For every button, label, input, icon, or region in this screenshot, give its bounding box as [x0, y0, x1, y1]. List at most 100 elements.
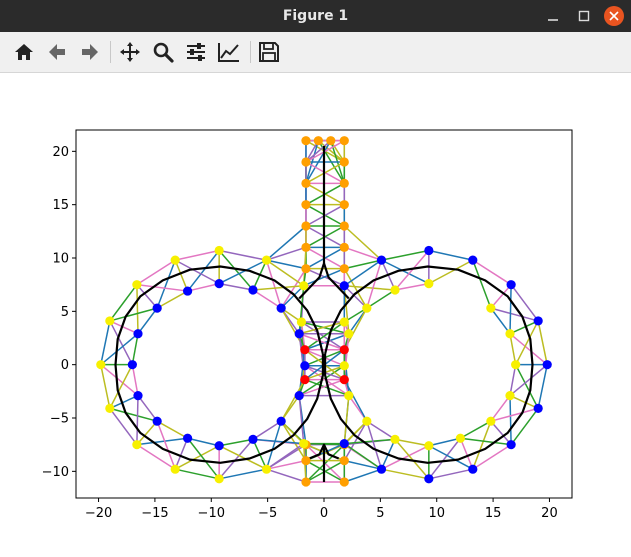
edge-line	[343, 259, 382, 287]
edge-line	[219, 282, 254, 291]
zoom-button[interactable]	[149, 38, 177, 66]
y-tick-label: −10	[42, 465, 69, 480]
node-yellow	[132, 280, 142, 290]
node-yellow	[132, 440, 142, 450]
node-blue	[300, 361, 310, 371]
edge-line	[219, 438, 254, 447]
edge-line	[305, 460, 345, 483]
edge-line	[100, 320, 111, 365]
back-button[interactable]	[43, 38, 71, 66]
node-yellow	[344, 391, 354, 401]
node-yellow	[214, 474, 224, 484]
edge-line	[187, 437, 220, 447]
edge-line	[109, 407, 138, 446]
line-chart-icon	[218, 43, 239, 62]
edge-line	[381, 468, 429, 480]
edge-line	[510, 284, 539, 322]
node-blue	[127, 360, 137, 370]
node-orange	[339, 264, 349, 274]
edge-line	[136, 284, 158, 309]
move-icon	[120, 42, 140, 62]
edge-line	[344, 468, 382, 483]
figure-canvas[interactable]: −20 −15 −10 −5 0 5 10 15 20 −10 −5 0 5 10 15 20	[0, 73, 631, 553]
node-orange	[313, 136, 323, 146]
edge-line	[366, 420, 383, 470]
edge-line	[490, 407, 539, 422]
edge-line	[509, 394, 539, 410]
edit-axis-button[interactable]	[215, 38, 243, 66]
configure-subplots-button[interactable]	[182, 38, 210, 66]
plot-svg: −20 −15 −10 −5 0 5 10 15 20 −10 −5 0 5 10 15 20	[42, 129, 573, 521]
edge-line	[156, 420, 176, 470]
edge-line	[428, 437, 461, 447]
edge-line	[509, 395, 512, 445]
node-red	[300, 375, 310, 385]
edge-line	[460, 420, 492, 439]
node-orange	[301, 157, 311, 167]
edge-line	[266, 442, 305, 470]
edge-line	[219, 468, 267, 480]
edge-line	[280, 379, 306, 422]
node-yellow	[170, 255, 180, 265]
edge-line	[131, 333, 139, 365]
edge-line	[280, 420, 305, 445]
black-path-stem-bottom	[308, 443, 326, 482]
edge-line	[265, 259, 282, 309]
black-path-left-loop	[114, 265, 324, 464]
edge-line	[304, 321, 345, 351]
edge-line	[394, 438, 429, 447]
edge-line	[514, 364, 539, 409]
edge-line	[100, 364, 111, 409]
edge-line	[187, 282, 220, 292]
edge-line	[266, 468, 307, 483]
edge-line	[344, 246, 382, 261]
node-yellow	[261, 255, 272, 265]
edge-line	[509, 333, 548, 366]
x-tick-label: 5	[376, 506, 384, 521]
edge-line	[175, 468, 220, 480]
edge-line	[343, 442, 382, 470]
node-yellow	[505, 391, 515, 401]
edge-line	[109, 320, 134, 366]
minimize-button[interactable]	[541, 4, 565, 28]
y-tick-label: 15	[52, 198, 69, 213]
y-tick-label: 5	[61, 305, 69, 320]
close-button[interactable]	[604, 6, 624, 26]
node-blue	[214, 441, 224, 451]
edge-line	[136, 437, 188, 446]
node-blue	[339, 439, 349, 449]
edge-line	[156, 290, 188, 309]
save-button[interactable]	[255, 38, 283, 66]
edge-line	[305, 161, 345, 184]
edge-line	[298, 333, 345, 351]
maximize-button[interactable]	[572, 4, 596, 28]
edge-line	[472, 259, 512, 286]
edge-line	[266, 246, 307, 261]
home-button[interactable]	[10, 38, 38, 66]
forward-button[interactable]	[76, 38, 104, 66]
minimize-icon	[548, 19, 558, 21]
node-orange	[339, 456, 349, 466]
edge-line	[509, 364, 548, 397]
x-tick-label: −15	[141, 506, 168, 521]
edge-line	[187, 437, 220, 480]
x-tick-label: −5	[258, 506, 277, 521]
edge-line	[428, 249, 473, 261]
edge-line	[109, 394, 139, 410]
edge-line	[156, 259, 176, 309]
ticks: −20 −15 −10 −5 0 5 10 15 20 −10 −5 0 5 10 15 20	[42, 145, 558, 521]
node-yellow	[390, 285, 400, 295]
node-yellow	[261, 464, 272, 474]
edge-line	[280, 285, 305, 309]
node-orange	[301, 178, 311, 188]
edge-line	[343, 420, 368, 462]
edge-line	[174, 437, 189, 470]
x-tick-label: 15	[485, 506, 502, 521]
edge-line	[537, 364, 548, 409]
edge-line	[100, 364, 139, 397]
node-yellow	[511, 360, 521, 370]
edge-line	[490, 307, 539, 322]
x-tick-label: 10	[428, 506, 445, 521]
edge-line	[109, 307, 158, 322]
pan-button[interactable]	[116, 38, 144, 66]
